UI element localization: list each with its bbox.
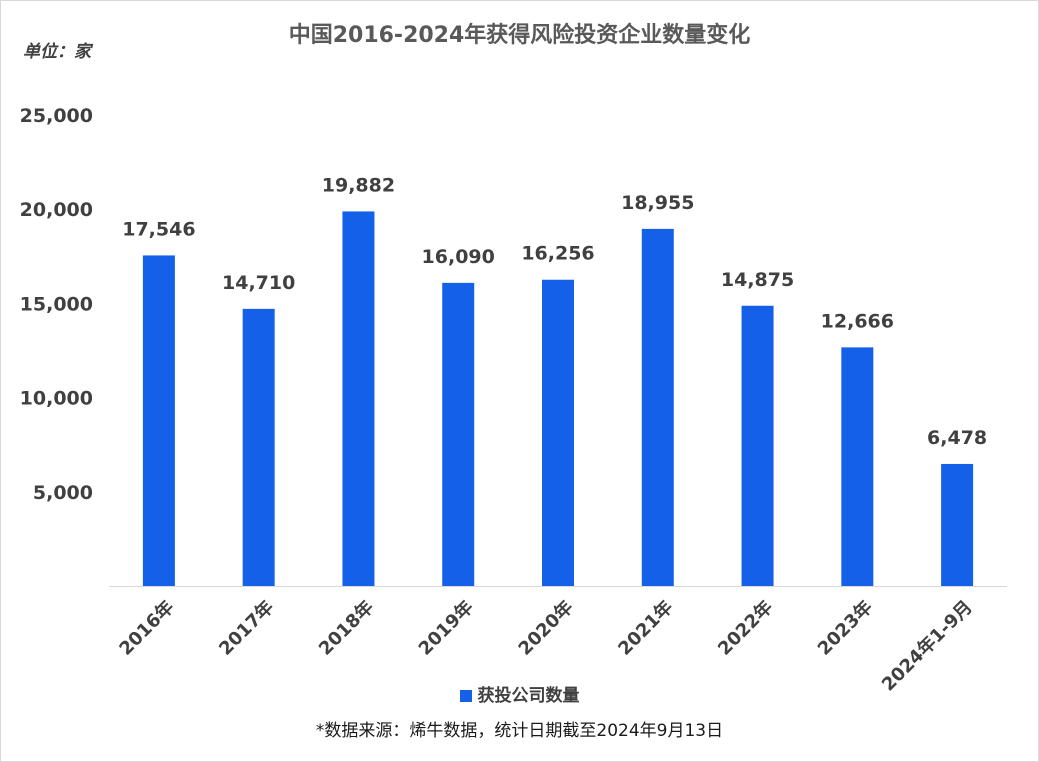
- bar: [741, 305, 774, 586]
- data-label: 17,546: [122, 218, 195, 240]
- x-tick-label: 2016年: [115, 596, 179, 660]
- y-tick-label: 10,000: [20, 388, 93, 410]
- y-tick-label: 15,000: [20, 293, 93, 315]
- data-label: 12,666: [821, 310, 894, 332]
- x-tick-label: 2017年: [214, 596, 278, 660]
- data-label: 18,955: [621, 192, 694, 214]
- y-tick-label: 5,000: [33, 482, 93, 504]
- x-tick-label: 2019年: [414, 596, 478, 660]
- bar: [941, 463, 974, 586]
- bar: [442, 282, 475, 586]
- data-label: 14,710: [222, 272, 295, 294]
- legend: 获投公司数量: [1, 681, 1038, 706]
- bar: [142, 255, 175, 587]
- bar: [841, 347, 874, 586]
- x-tick-label: 2021年: [614, 596, 678, 660]
- legend-label: 获投公司数量: [477, 686, 580, 706]
- x-tick-label: 2020年: [514, 596, 578, 660]
- x-tick-label: 2022年: [713, 596, 777, 660]
- x-tick-label: 2023年: [813, 596, 877, 660]
- bar: [641, 228, 674, 586]
- data-label: 6,478: [927, 427, 987, 449]
- data-label: 14,875: [721, 269, 794, 291]
- data-label: 16,256: [521, 243, 594, 265]
- y-tick-label: 25,000: [20, 105, 93, 127]
- unit-label: 单位：家: [23, 42, 91, 62]
- chart-title: 中国2016-2024年获得风险投资企业数量变化: [288, 23, 751, 48]
- bar: [242, 308, 275, 586]
- x-tick-label: 2018年: [314, 596, 378, 660]
- data-label: 16,090: [422, 246, 495, 268]
- bar: [542, 279, 574, 586]
- source-note: *数据来源：烯牛数据，统计日期截至2024年9月13日: [315, 721, 724, 741]
- legend-swatch: [459, 690, 472, 702]
- bar: [342, 211, 375, 586]
- y-tick-label: 20,000: [20, 199, 93, 221]
- data-label: 19,882: [322, 174, 395, 196]
